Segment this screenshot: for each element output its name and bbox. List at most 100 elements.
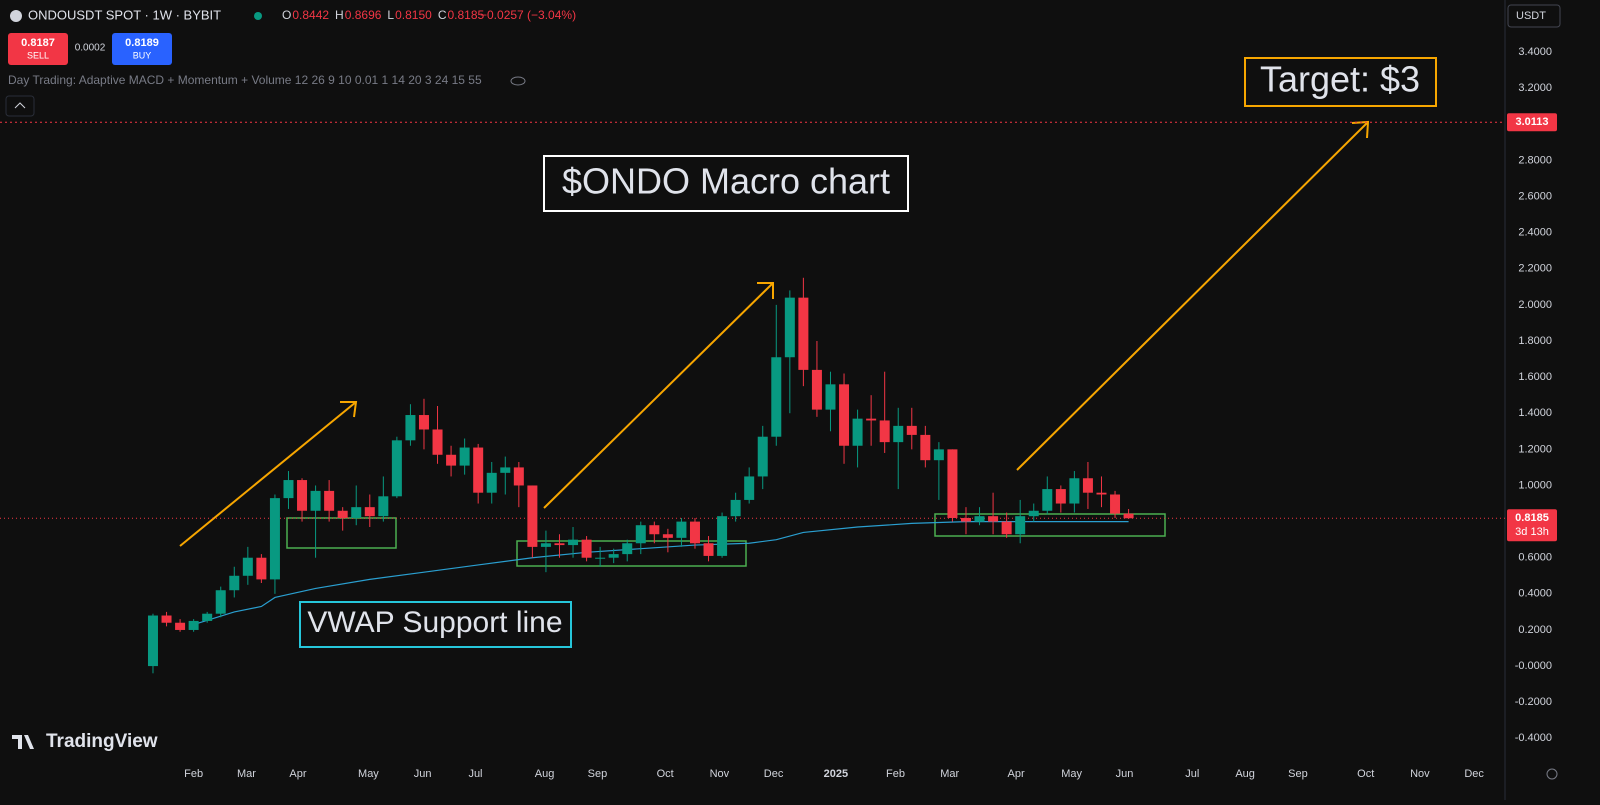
ohlc-key: H <box>335 8 344 22</box>
title-box <box>543 155 909 212</box>
settings-icon[interactable] <box>1546 768 1558 780</box>
ohlc: O 0.8442 H 0.8696 L 0.8150 C 0.8185 <box>282 8 485 22</box>
candle-body <box>771 357 782 437</box>
candle-body <box>920 434 931 461</box>
candle-body <box>662 534 673 538</box>
candle-body <box>324 490 335 511</box>
ohlc-value: 0.8185 <box>447 8 484 22</box>
candle-body <box>974 516 985 522</box>
candle-body <box>554 543 565 546</box>
candle-body <box>879 420 890 443</box>
logo-mark <box>12 735 34 749</box>
x-tick-label: Mar <box>940 768 959 780</box>
y-tick-label: 2.2000 <box>1518 263 1552 275</box>
candle-body <box>744 476 755 500</box>
candle-body <box>446 454 457 466</box>
candle-body <box>649 525 660 535</box>
currency: USDT <box>1516 10 1546 22</box>
x-tick-label: Dec <box>764 768 784 780</box>
candle-body <box>1028 510 1039 517</box>
candle-body <box>798 297 809 370</box>
currency-button[interactable] <box>1507 4 1561 28</box>
x-tick-label: Feb <box>184 768 203 780</box>
y-tick-label: 2.0000 <box>1518 299 1552 311</box>
countdown: 3d 13h <box>1515 526 1549 538</box>
last-price: 0.8185 <box>1515 512 1549 524</box>
candle-body <box>175 622 186 630</box>
candle-body <box>635 525 646 544</box>
candle-body <box>1110 494 1121 514</box>
y-tick-label: 0.4000 <box>1518 588 1552 600</box>
y-tick-label: 1.2000 <box>1518 443 1552 455</box>
x-tick-label: Apr <box>1008 768 1025 780</box>
candle-body <box>1082 478 1093 493</box>
y-tick-label: 0.6000 <box>1518 552 1552 564</box>
candle-body <box>730 499 741 517</box>
x-tick-label: Oct <box>657 768 674 780</box>
y-tick-label: 3.4000 <box>1518 46 1552 58</box>
y-tick-label: 1.8000 <box>1518 335 1552 347</box>
candle-body <box>337 510 348 518</box>
ohlc-key: C <box>438 8 447 22</box>
y-tick-label: -0.2000 <box>1515 696 1552 708</box>
candle-body <box>839 384 850 446</box>
candle-body <box>825 384 836 410</box>
candle-body <box>1055 489 1066 504</box>
symbol: ONDOUSDT SPOT · 1W · BYBIT <box>28 7 221 22</box>
eye-icon[interactable] <box>510 76 526 86</box>
target-price-box <box>1507 113 1557 132</box>
candle-body <box>242 557 253 576</box>
candle-body <box>256 557 267 580</box>
x-tick-label: Aug <box>535 768 555 780</box>
sell-button[interactable] <box>8 33 68 65</box>
sell-price: 0.8187 <box>21 37 55 49</box>
arrow <box>543 282 774 509</box>
candle-body <box>1096 492 1107 495</box>
ohlc-value: 0.8150 <box>395 8 432 22</box>
last-price-box <box>1507 509 1557 542</box>
candle-body <box>527 485 538 547</box>
candle-body <box>595 557 606 559</box>
market-status[interactable] <box>254 12 262 20</box>
candle-body <box>432 429 443 455</box>
candle-body <box>351 507 362 518</box>
y-tick-label: 2.4000 <box>1518 227 1552 239</box>
candle-body <box>188 620 199 630</box>
collapse-button[interactable] <box>5 95 35 117</box>
candle-body <box>689 521 700 544</box>
x-tick-label: Mar <box>237 768 256 780</box>
candle-body <box>473 447 484 493</box>
logo: TradingView <box>12 731 158 752</box>
x-tick-label: 2025 <box>824 768 848 780</box>
x-tick-label: Sep <box>588 768 608 780</box>
arrows <box>179 120 1370 547</box>
candle-body <box>229 575 240 591</box>
y-tick-label: 1.6000 <box>1518 371 1552 383</box>
buy-button[interactable] <box>112 33 172 65</box>
candle-body <box>147 615 158 667</box>
candle-body <box>581 539 592 558</box>
x-tick-label: Aug <box>1235 768 1255 780</box>
candle-body <box>364 507 375 517</box>
candle-body <box>784 297 795 358</box>
candle-body <box>703 543 714 556</box>
candle-body <box>418 415 429 430</box>
buy-price: 0.8189 <box>125 37 159 49</box>
candle-body <box>1069 478 1080 504</box>
x-tick-label: Jun <box>1116 768 1134 780</box>
x-tick-label: Nov <box>710 768 730 780</box>
candle-body <box>960 517 971 522</box>
candle-body <box>405 415 416 441</box>
annotation-title: $ONDO Macro chart <box>562 161 890 202</box>
y-tick-label: 1.4000 <box>1518 407 1552 419</box>
candle-body <box>988 516 999 522</box>
candle-body <box>717 516 728 556</box>
candle-body <box>459 447 470 466</box>
change: −0.0257 (−3.04%) <box>480 8 576 22</box>
annotation-vwap: VWAP Support line <box>307 606 562 639</box>
candle-body <box>202 613 213 621</box>
candle-body <box>391 440 402 497</box>
